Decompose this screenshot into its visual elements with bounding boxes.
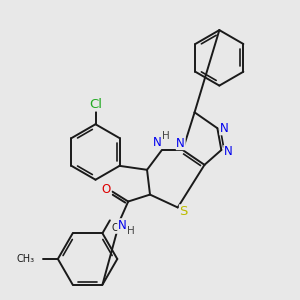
Text: N: N: [224, 146, 233, 158]
Text: Cl: Cl: [89, 98, 102, 111]
Text: N: N: [176, 136, 185, 150]
Text: H: H: [127, 226, 135, 236]
Text: H: H: [162, 131, 170, 141]
Text: CH₃: CH₃: [112, 223, 130, 233]
Text: S: S: [179, 205, 188, 218]
Text: N: N: [153, 136, 161, 148]
Text: O: O: [102, 183, 111, 196]
Text: N: N: [118, 219, 127, 232]
Text: CH₃: CH₃: [17, 254, 35, 264]
Text: N: N: [220, 122, 229, 135]
